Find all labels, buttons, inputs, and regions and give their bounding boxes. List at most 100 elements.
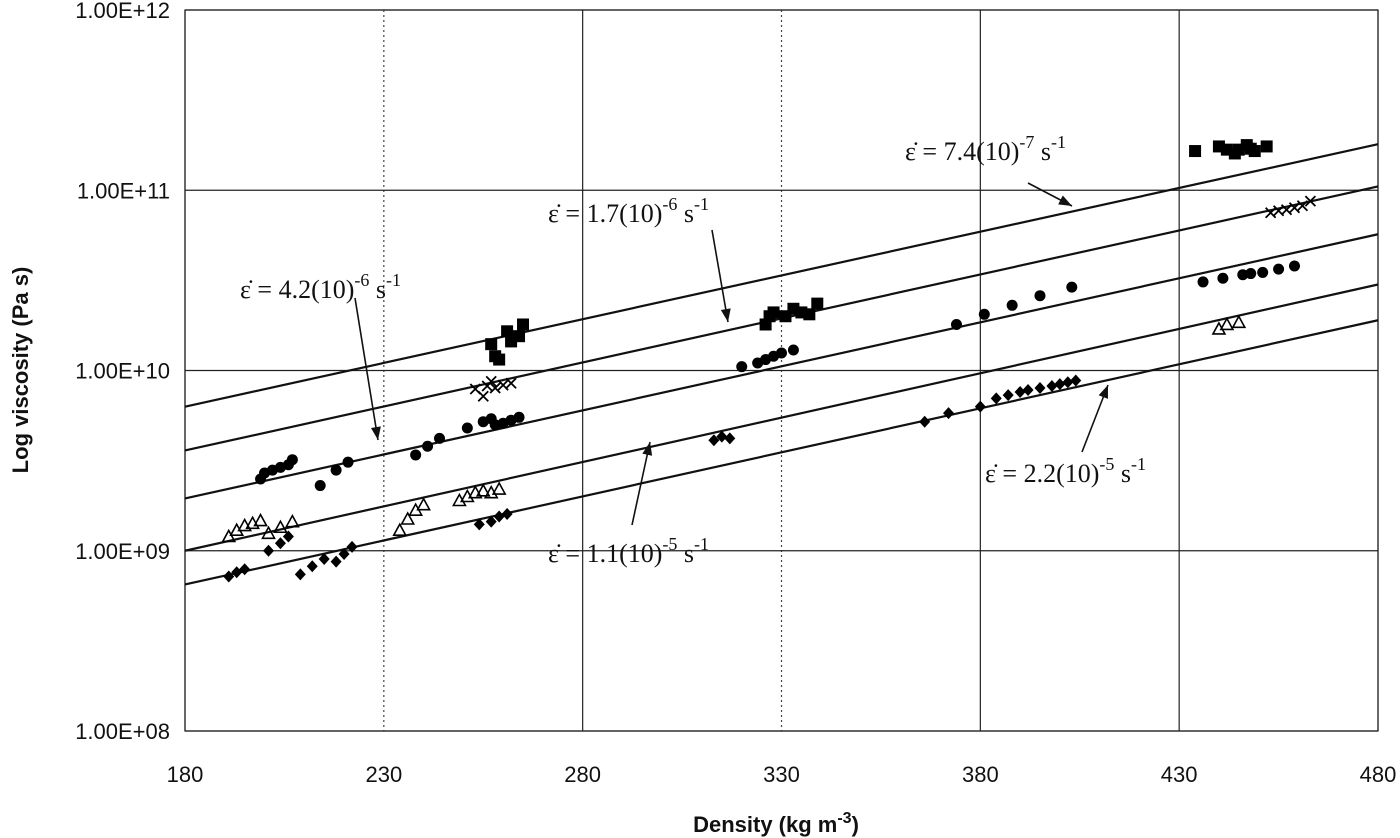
fit-line [184, 143, 1379, 408]
triangle-point [261, 525, 276, 540]
annotations: ε̇ = 7.4(10)-7 s-1 ε̇ = 1.7(10)-6 s-1 ε̇ =… [240, 132, 1146, 568]
x-tick-label: 480 [1360, 762, 1397, 787]
square-point [485, 338, 498, 351]
y-tick-label: 1.00E+08 [75, 719, 170, 744]
square-point [803, 308, 816, 321]
x-axis-label-close: ) [852, 812, 859, 837]
diamond-point [974, 400, 986, 413]
diamond-point [282, 530, 294, 543]
square-point [493, 353, 506, 366]
circle-point [1257, 266, 1269, 278]
diamond-point [239, 563, 251, 576]
triangle-point [392, 522, 408, 537]
diamond-point [724, 432, 736, 445]
diamond-point [943, 407, 955, 420]
fit-line [184, 319, 1379, 586]
circle-point [434, 432, 446, 444]
diamond-point [1022, 383, 1034, 396]
circle-point [461, 422, 473, 434]
x-tick-label: 380 [962, 762, 999, 787]
x-axis-label: Density (kg m-3) [693, 810, 859, 837]
annotation-arrow-head [642, 442, 653, 456]
x-point [477, 390, 489, 402]
circle-point [1066, 281, 1078, 293]
triangle-point [273, 519, 288, 534]
diamond-point [501, 507, 513, 520]
annotation-arrow-head [720, 308, 731, 322]
triangle-point [1231, 314, 1247, 329]
y-tick-label: 1.00E+12 [75, 0, 170, 23]
circle-point [342, 456, 354, 468]
x-point [489, 382, 501, 394]
annotation-arrow-line [354, 297, 379, 441]
x-tick-label: 230 [365, 762, 402, 787]
x-point [1296, 200, 1309, 212]
square-point [517, 318, 530, 331]
triangle-point [467, 484, 483, 499]
strain-rate-label: ε̇ = 2.2(10)-5 s-1 [985, 454, 1146, 488]
tick-labels: 180 230 280 330 380 430 480 1.00E+08 1.00E+09 1.0… [75, 0, 1396, 787]
diamond-point [1054, 378, 1066, 391]
square-point [513, 330, 526, 343]
annotation-arrow-head [370, 426, 381, 440]
diamond-point [294, 568, 306, 581]
annotation-arrow-head [1058, 195, 1072, 206]
diamond-point [1002, 389, 1014, 402]
diamond-point [990, 392, 1002, 405]
circle-point [1288, 260, 1300, 272]
x-axis-label-main: Density (kg m [693, 812, 837, 837]
strain-rate-label: ε̇ = 4.2(10)-6 s-1 [240, 270, 401, 304]
x-tick-label: 180 [167, 762, 204, 787]
triangle-point [475, 483, 491, 497]
strain-rate-label: ε̇ = 1.7(10)-6 s-1 [548, 194, 709, 228]
grid-lines [184, 9, 1379, 732]
square-point [501, 325, 514, 338]
x-tick-label: 330 [763, 762, 800, 787]
circle-point [978, 308, 990, 320]
square-point [1189, 145, 1202, 158]
annotation-arrow-line [631, 441, 651, 526]
x-point [505, 377, 517, 389]
annotation-arrow-head [1098, 385, 1108, 399]
diamond-point [1034, 381, 1046, 394]
triangle-point [491, 481, 507, 495]
strain-rate-label: ε̇ = 7.4(10)-7 s-1 [905, 132, 1066, 166]
diamond-point [1062, 376, 1074, 389]
triangle-point [416, 497, 431, 511]
diamond-point [493, 510, 505, 523]
diamond-point [473, 518, 485, 531]
circle-point [513, 411, 525, 423]
diamond-point [708, 434, 720, 447]
y-tick-label: 1.00E+09 [75, 539, 170, 564]
annotation-arrow-line [711, 229, 729, 323]
diamond-point [338, 547, 350, 560]
diamond-point [318, 552, 330, 565]
diamond-point [1014, 385, 1026, 398]
triangle-point [1219, 316, 1235, 331]
diamond-point [263, 544, 275, 557]
circle-point [776, 347, 787, 359]
y-axis-label: Log viscosity (Pa s) [8, 267, 33, 474]
circle-point [1245, 268, 1257, 280]
diamond-point [1046, 380, 1058, 393]
diamond-point [223, 570, 235, 583]
data-points [221, 139, 1317, 583]
triangle-point [253, 512, 268, 527]
circle-point [787, 344, 799, 356]
diamond-point [1070, 374, 1082, 387]
circle-point [410, 449, 422, 461]
square-point [767, 306, 780, 319]
circle-point [1006, 299, 1018, 311]
fit-line [184, 283, 1379, 552]
circle-point [950, 318, 962, 330]
diamond-point [346, 540, 358, 553]
square-point [811, 297, 824, 310]
diamond-point [330, 555, 342, 568]
diamond-point [919, 415, 931, 428]
circle-point [330, 464, 342, 476]
circle-point [286, 454, 298, 466]
circle-point [1273, 263, 1285, 275]
diamond-point [274, 537, 286, 550]
diamond-point [716, 430, 728, 443]
